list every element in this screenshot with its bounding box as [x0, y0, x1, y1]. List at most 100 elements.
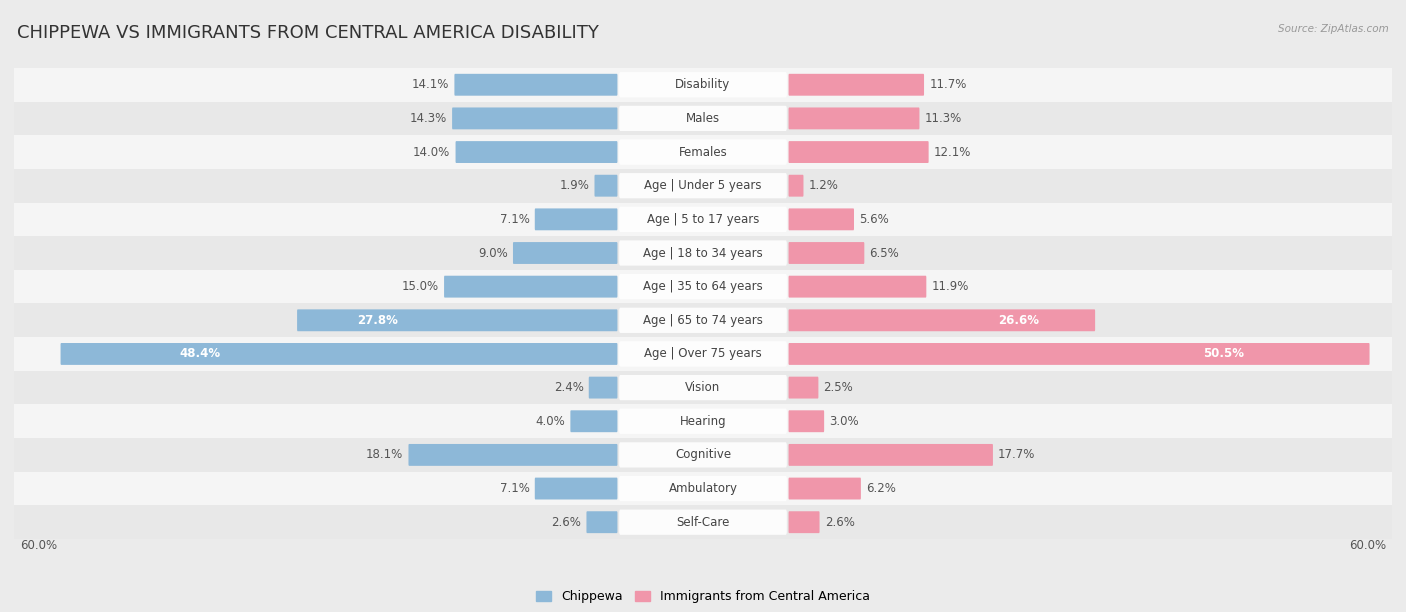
FancyBboxPatch shape [589, 376, 617, 398]
FancyBboxPatch shape [454, 74, 617, 95]
FancyBboxPatch shape [14, 68, 1392, 102]
FancyBboxPatch shape [619, 173, 787, 198]
FancyBboxPatch shape [619, 241, 787, 266]
FancyBboxPatch shape [789, 343, 1369, 365]
Text: 6.5%: 6.5% [869, 247, 900, 259]
FancyBboxPatch shape [14, 203, 1392, 236]
FancyBboxPatch shape [619, 409, 787, 434]
FancyBboxPatch shape [60, 343, 617, 365]
FancyBboxPatch shape [789, 511, 820, 533]
Text: 1.9%: 1.9% [560, 179, 589, 192]
Text: 5.6%: 5.6% [859, 213, 889, 226]
FancyBboxPatch shape [789, 74, 924, 95]
Text: 18.1%: 18.1% [366, 449, 404, 461]
FancyBboxPatch shape [14, 438, 1392, 472]
FancyBboxPatch shape [14, 472, 1392, 506]
Legend: Chippewa, Immigrants from Central America: Chippewa, Immigrants from Central Americ… [536, 591, 870, 603]
FancyBboxPatch shape [789, 444, 993, 466]
Text: Hearing: Hearing [679, 415, 727, 428]
Text: Source: ZipAtlas.com: Source: ZipAtlas.com [1278, 24, 1389, 34]
FancyBboxPatch shape [619, 375, 787, 400]
Text: 7.1%: 7.1% [499, 482, 530, 495]
FancyBboxPatch shape [297, 309, 617, 331]
FancyBboxPatch shape [619, 140, 787, 165]
Text: 17.7%: 17.7% [998, 449, 1035, 461]
FancyBboxPatch shape [513, 242, 617, 264]
Text: 2.5%: 2.5% [824, 381, 853, 394]
FancyBboxPatch shape [619, 476, 787, 501]
FancyBboxPatch shape [444, 276, 617, 297]
Text: 14.0%: 14.0% [413, 146, 450, 159]
Text: 11.9%: 11.9% [932, 280, 969, 293]
FancyBboxPatch shape [789, 276, 927, 297]
Text: 26.6%: 26.6% [998, 314, 1039, 327]
Text: Age | 65 to 74 years: Age | 65 to 74 years [643, 314, 763, 327]
Text: 48.4%: 48.4% [180, 348, 221, 360]
FancyBboxPatch shape [789, 108, 920, 129]
Text: 60.0%: 60.0% [1350, 539, 1386, 552]
Text: 50.5%: 50.5% [1204, 348, 1244, 360]
Text: 6.2%: 6.2% [866, 482, 896, 495]
Text: Females: Females [679, 146, 727, 159]
Text: 15.0%: 15.0% [402, 280, 439, 293]
Text: Ambulatory: Ambulatory [668, 482, 738, 495]
Text: 9.0%: 9.0% [478, 247, 508, 259]
FancyBboxPatch shape [619, 106, 787, 131]
FancyBboxPatch shape [586, 511, 617, 533]
FancyBboxPatch shape [456, 141, 617, 163]
Text: 27.8%: 27.8% [357, 314, 398, 327]
FancyBboxPatch shape [789, 410, 824, 432]
FancyBboxPatch shape [14, 371, 1392, 405]
FancyBboxPatch shape [619, 274, 787, 299]
FancyBboxPatch shape [534, 209, 617, 230]
FancyBboxPatch shape [14, 304, 1392, 337]
FancyBboxPatch shape [619, 442, 787, 468]
FancyBboxPatch shape [14, 405, 1392, 438]
FancyBboxPatch shape [789, 309, 1095, 331]
Text: 1.2%: 1.2% [808, 179, 838, 192]
Text: 14.3%: 14.3% [409, 112, 447, 125]
FancyBboxPatch shape [14, 236, 1392, 270]
Text: 7.1%: 7.1% [499, 213, 530, 226]
FancyBboxPatch shape [595, 175, 617, 196]
Text: 14.1%: 14.1% [412, 78, 450, 91]
Text: Self-Care: Self-Care [676, 516, 730, 529]
Text: 11.7%: 11.7% [929, 78, 966, 91]
FancyBboxPatch shape [571, 410, 617, 432]
FancyBboxPatch shape [619, 341, 787, 367]
FancyBboxPatch shape [14, 270, 1392, 304]
FancyBboxPatch shape [14, 506, 1392, 539]
Text: Disability: Disability [675, 78, 731, 91]
Text: Males: Males [686, 112, 720, 125]
FancyBboxPatch shape [789, 242, 865, 264]
FancyBboxPatch shape [14, 337, 1392, 371]
Text: 2.4%: 2.4% [554, 381, 583, 394]
Text: 3.0%: 3.0% [830, 415, 859, 428]
FancyBboxPatch shape [789, 477, 860, 499]
Text: Cognitive: Cognitive [675, 449, 731, 461]
FancyBboxPatch shape [789, 141, 928, 163]
Text: 2.6%: 2.6% [551, 516, 581, 529]
FancyBboxPatch shape [619, 510, 787, 535]
FancyBboxPatch shape [14, 135, 1392, 169]
Text: Age | 35 to 64 years: Age | 35 to 64 years [643, 280, 763, 293]
FancyBboxPatch shape [789, 209, 853, 230]
Text: Vision: Vision [685, 381, 721, 394]
Text: Age | Over 75 years: Age | Over 75 years [644, 348, 762, 360]
FancyBboxPatch shape [619, 72, 787, 97]
FancyBboxPatch shape [789, 376, 818, 398]
FancyBboxPatch shape [619, 207, 787, 232]
FancyBboxPatch shape [453, 108, 617, 129]
FancyBboxPatch shape [789, 175, 803, 196]
Text: Age | 18 to 34 years: Age | 18 to 34 years [643, 247, 763, 259]
FancyBboxPatch shape [409, 444, 617, 466]
Text: Age | 5 to 17 years: Age | 5 to 17 years [647, 213, 759, 226]
Text: 60.0%: 60.0% [20, 539, 56, 552]
FancyBboxPatch shape [619, 308, 787, 333]
Text: 11.3%: 11.3% [925, 112, 962, 125]
Text: 4.0%: 4.0% [536, 415, 565, 428]
FancyBboxPatch shape [534, 477, 617, 499]
Text: CHIPPEWA VS IMMIGRANTS FROM CENTRAL AMERICA DISABILITY: CHIPPEWA VS IMMIGRANTS FROM CENTRAL AMER… [17, 24, 599, 42]
Text: 12.1%: 12.1% [934, 146, 972, 159]
FancyBboxPatch shape [14, 169, 1392, 203]
